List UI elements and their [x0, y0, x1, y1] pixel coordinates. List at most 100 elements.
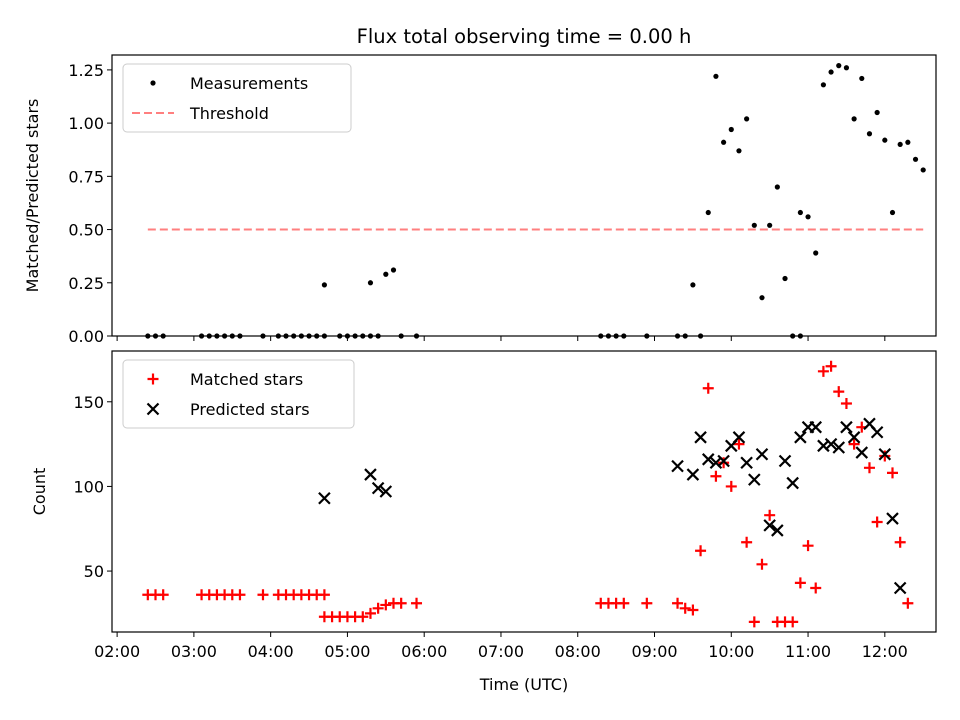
data-point [357, 611, 369, 623]
data-point [802, 540, 814, 552]
x-tick-label: 10:00 [708, 642, 754, 661]
data-point [701, 453, 715, 466]
data-point [767, 222, 773, 228]
panel-ratio: 0.00 0.25 0.50 0.75 1.00 1.25 Measurements Thre… [23, 25, 937, 346]
y-tick-label: 50 [84, 562, 104, 581]
data-point [893, 581, 907, 595]
data-point [717, 454, 730, 468]
axes-frame [111, 54, 937, 337]
data-point [371, 481, 385, 495]
legend-label: Predicted stars [190, 400, 310, 419]
data-point [866, 131, 873, 137]
data-point [395, 597, 407, 609]
data-point [641, 597, 653, 609]
data-point [672, 597, 684, 609]
x-tick-label: 05:00 [324, 642, 370, 661]
data-point [367, 280, 374, 286]
data-point [748, 616, 760, 628]
data-point [718, 457, 730, 469]
data-point [671, 459, 684, 473]
data-point [755, 447, 769, 461]
x-tick-label: 12:00 [862, 642, 908, 661]
x-tick-label: 04:00 [248, 642, 294, 661]
data-point [828, 69, 834, 75]
data-point [840, 397, 852, 409]
data-point [771, 524, 784, 537]
y-tick-label: 150 [73, 393, 104, 412]
data-point [618, 597, 630, 609]
data-point [751, 222, 757, 228]
data-point [902, 597, 914, 609]
data-point [411, 597, 423, 609]
data-point [705, 209, 711, 216]
data-point [778, 454, 792, 468]
data-point [871, 516, 883, 528]
data-point [859, 75, 865, 82]
data-point [690, 282, 696, 288]
data-point [863, 462, 875, 474]
data-point [234, 589, 246, 601]
data-point [364, 468, 377, 481]
data-point [732, 431, 746, 444]
legend: Measurements Threshold [122, 63, 352, 133]
x-tick-label: 09:00 [631, 642, 677, 661]
chart-title: Flux total observing time = 0.00 h [357, 25, 692, 48]
data-point [878, 447, 892, 461]
axes-frame [111, 350, 937, 633]
data-point [390, 267, 397, 273]
data-point [870, 425, 884, 439]
legend-label: Matched stars [190, 370, 303, 389]
data-point [805, 214, 811, 220]
data-point [786, 476, 799, 490]
data-point [679, 602, 691, 614]
y-tick-label: 0.50 [68, 221, 104, 240]
data-point [782, 275, 788, 282]
data-point [813, 250, 819, 256]
data-point [817, 439, 830, 453]
data-point [748, 473, 761, 486]
legend-label: Threshold [189, 104, 269, 123]
data-point [894, 536, 906, 548]
data-point [383, 271, 389, 277]
panel-count: 50 100 150 02:00 03:00 04:00 05:00 06:00 07:00 08… [30, 350, 937, 694]
data-point [797, 209, 803, 216]
data-point [318, 589, 330, 601]
data-point [702, 382, 714, 394]
data-point [825, 360, 837, 372]
legend-marker [150, 80, 156, 86]
data-point [851, 116, 857, 122]
x-tick-label: 07:00 [478, 642, 524, 661]
y-tick-label: 0.75 [68, 167, 104, 186]
data-point [920, 167, 926, 173]
data-point [794, 431, 807, 444]
data-point [694, 431, 707, 444]
data-point [832, 441, 846, 454]
x-tick-label: 02:00 [94, 642, 140, 661]
data-point [882, 137, 888, 143]
legend-marker [146, 402, 160, 416]
data-point [886, 467, 898, 479]
y-axis-label: Matched/Predicted stars [23, 99, 42, 293]
data-point [318, 491, 331, 505]
data-point [744, 116, 750, 122]
data-point [736, 148, 742, 154]
data-point [897, 141, 903, 148]
data-point [912, 156, 919, 162]
y-tick-label: 0.00 [68, 327, 104, 346]
data-point [874, 109, 880, 116]
data-point [847, 431, 861, 444]
y-tick-label: 0.25 [68, 274, 104, 293]
data-point [848, 438, 860, 450]
data-point [257, 589, 269, 601]
data-point [794, 577, 806, 589]
data-point [855, 446, 869, 459]
data-point [820, 82, 827, 88]
data-point [905, 139, 911, 145]
y-axis-label: Count [30, 468, 49, 516]
x-tick-label: 06:00 [401, 642, 447, 661]
data-point [710, 470, 722, 482]
data-point [879, 450, 891, 462]
data-point [713, 73, 719, 79]
legend-label: Measurements [190, 74, 308, 93]
data-point [840, 420, 853, 434]
